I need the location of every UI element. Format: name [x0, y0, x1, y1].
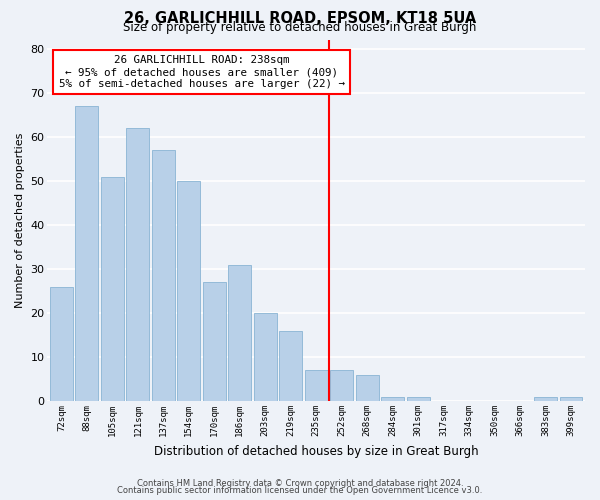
Bar — [560, 396, 583, 401]
Bar — [407, 396, 430, 401]
Bar — [381, 396, 404, 401]
Bar — [229, 264, 251, 401]
Text: 26 GARLICHHILL ROAD: 238sqm
← 95% of detached houses are smaller (409)
5% of sem: 26 GARLICHHILL ROAD: 238sqm ← 95% of det… — [59, 56, 344, 88]
X-axis label: Distribution of detached houses by size in Great Burgh: Distribution of detached houses by size … — [154, 444, 479, 458]
Text: Contains HM Land Registry data © Crown copyright and database right 2024.: Contains HM Land Registry data © Crown c… — [137, 478, 463, 488]
Text: 26, GARLICHHILL ROAD, EPSOM, KT18 5UA: 26, GARLICHHILL ROAD, EPSOM, KT18 5UA — [124, 11, 476, 26]
Bar — [534, 396, 557, 401]
Bar — [127, 128, 149, 401]
Bar — [356, 374, 379, 401]
Bar — [279, 330, 302, 401]
Bar — [101, 176, 124, 401]
Text: Size of property relative to detached houses in Great Burgh: Size of property relative to detached ho… — [124, 22, 476, 35]
Bar — [178, 181, 200, 401]
Bar — [76, 106, 98, 401]
Bar — [203, 282, 226, 401]
Bar — [254, 313, 277, 401]
Bar — [330, 370, 353, 401]
Bar — [305, 370, 328, 401]
Text: Contains public sector information licensed under the Open Government Licence v3: Contains public sector information licen… — [118, 486, 482, 495]
Bar — [50, 286, 73, 401]
Y-axis label: Number of detached properties: Number of detached properties — [15, 133, 25, 308]
Bar — [152, 150, 175, 401]
